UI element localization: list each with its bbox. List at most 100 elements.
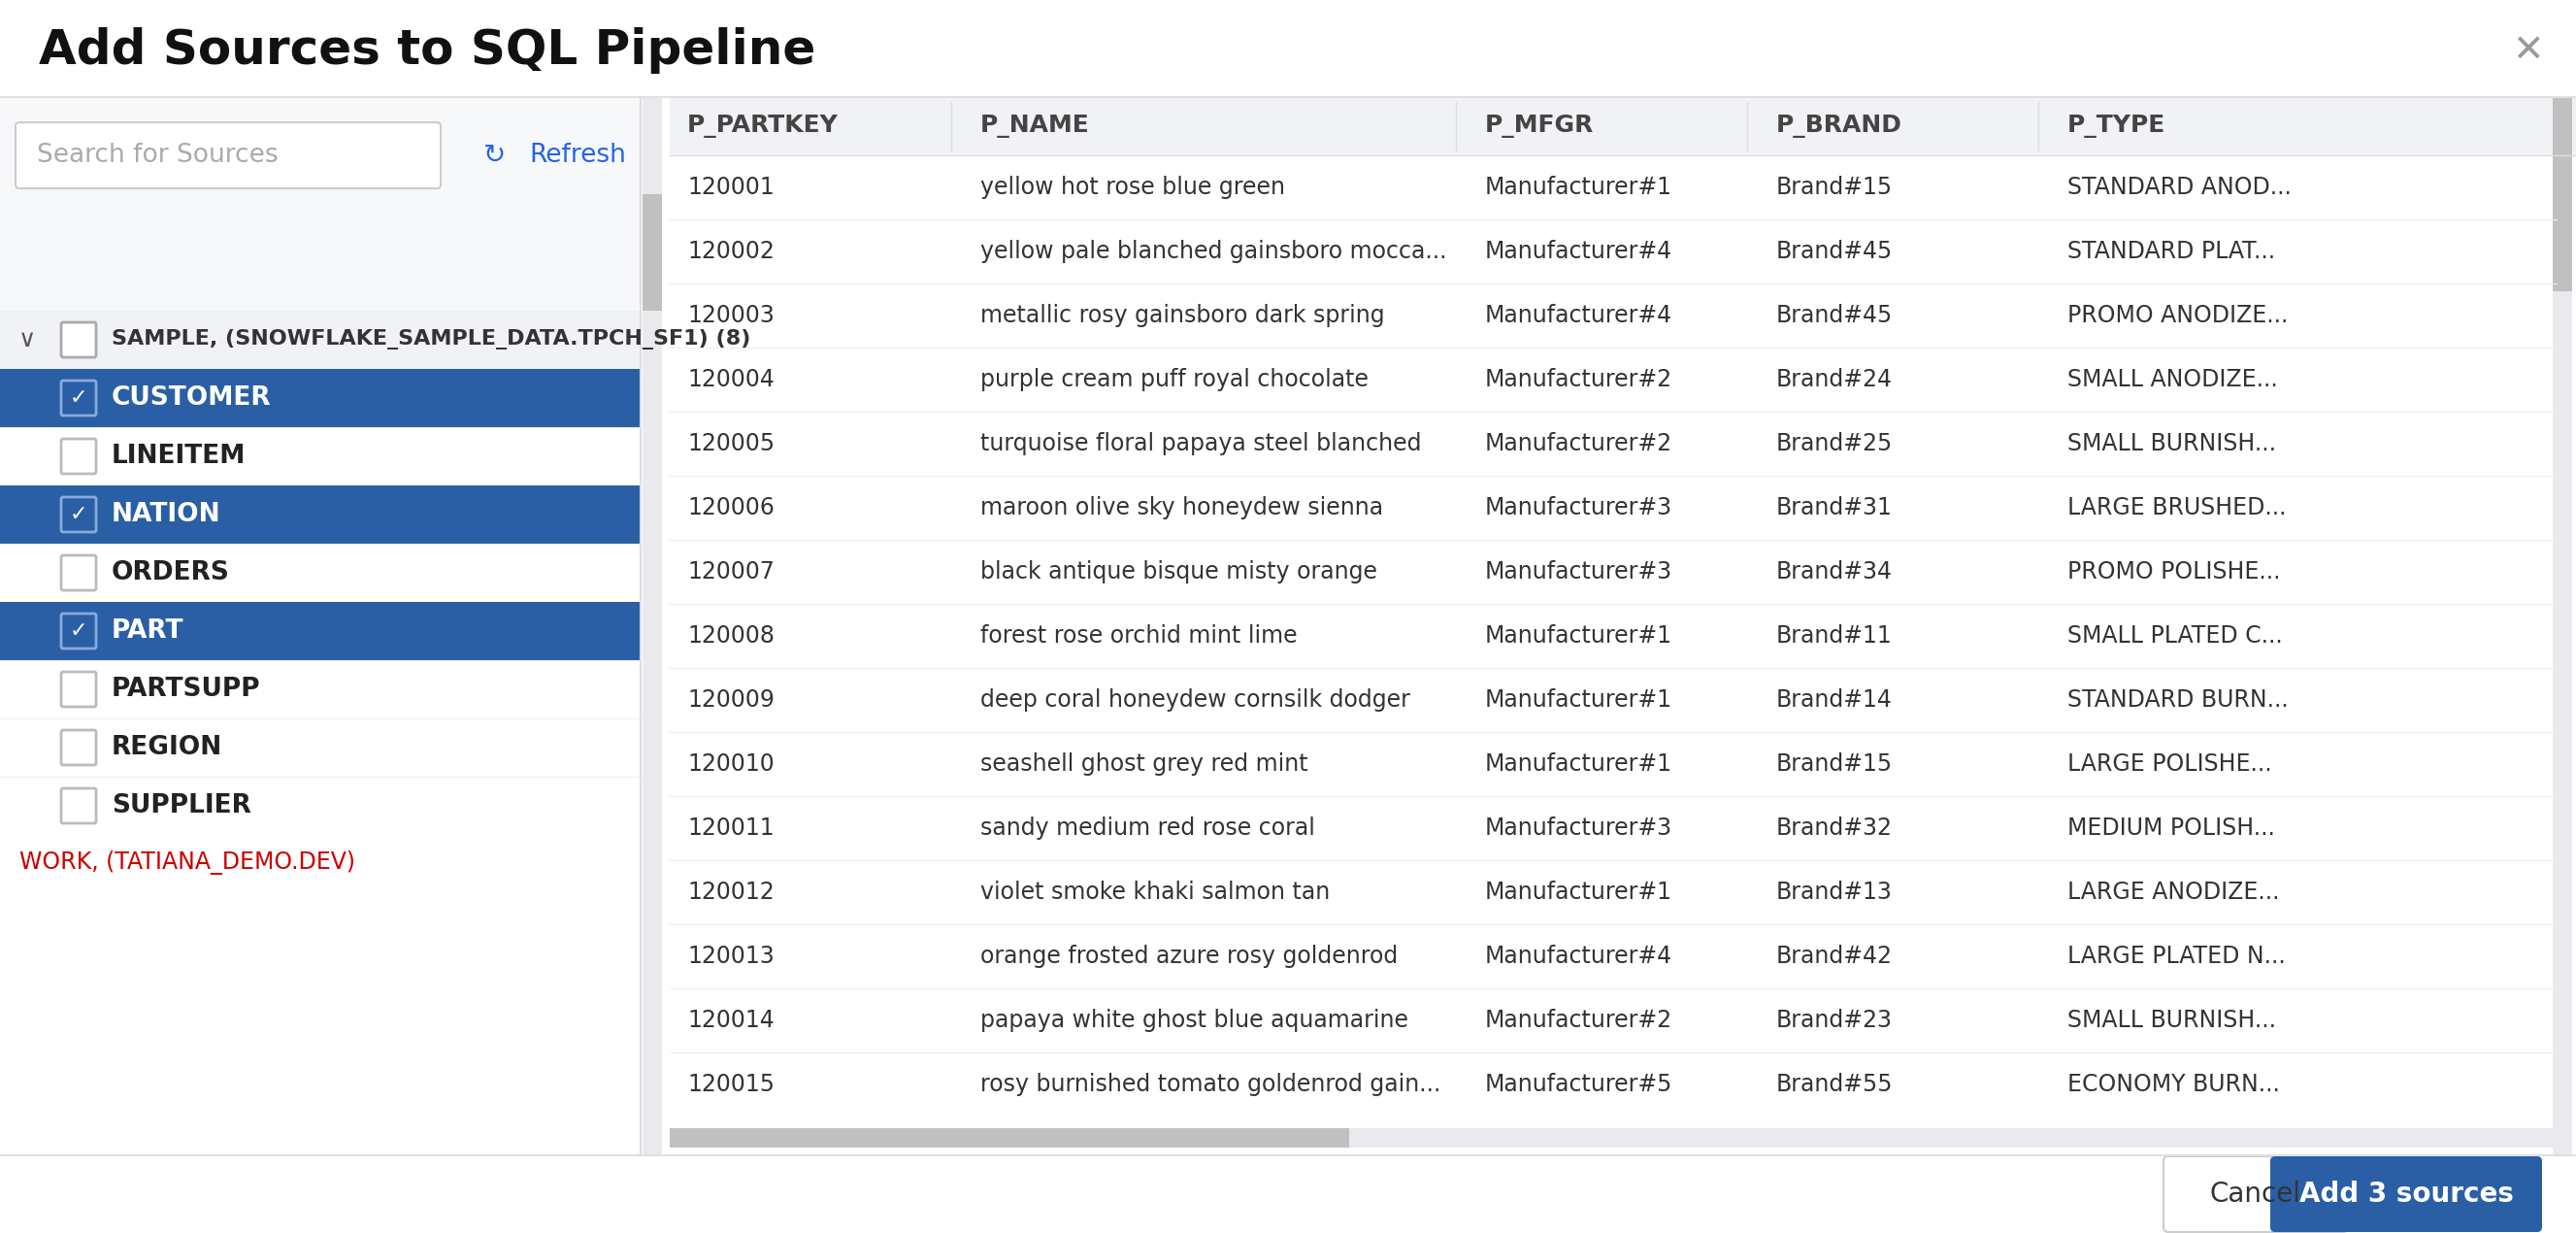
Text: Brand#25: Brand#25 bbox=[1777, 432, 1893, 455]
Text: Manufacturer#1: Manufacturer#1 bbox=[1484, 880, 1672, 904]
Text: STANDARD PLAT...: STANDARD PLAT... bbox=[2069, 239, 2275, 263]
Text: Brand#14: Brand#14 bbox=[1777, 688, 1893, 711]
Bar bbox=[0, 311, 641, 369]
Text: ↻: ↻ bbox=[484, 142, 507, 169]
Text: PART: PART bbox=[111, 619, 183, 644]
FancyBboxPatch shape bbox=[62, 730, 95, 764]
Text: LARGE ANODIZE...: LARGE ANODIZE... bbox=[2069, 880, 2280, 904]
Text: Add 3 sources: Add 3 sources bbox=[2298, 1180, 2514, 1208]
Text: seashell ghost grey red mint: seashell ghost grey red mint bbox=[981, 752, 1309, 776]
Text: turquoise floral papaya steel blanched: turquoise floral papaya steel blanched bbox=[981, 432, 1422, 455]
Text: 120015: 120015 bbox=[688, 1073, 775, 1096]
Text: purple cream puff royal chocolate: purple cream puff royal chocolate bbox=[981, 367, 1368, 391]
Text: yellow hot rose blue green: yellow hot rose blue green bbox=[981, 176, 1285, 199]
Text: black antique bisque misty orange: black antique bisque misty orange bbox=[981, 560, 1378, 583]
Text: CUSTOMER: CUSTOMER bbox=[111, 386, 270, 411]
Text: SMALL PLATED C...: SMALL PLATED C... bbox=[2069, 624, 2282, 647]
Text: ✓: ✓ bbox=[70, 504, 88, 524]
Text: Brand#45: Brand#45 bbox=[1777, 239, 1893, 263]
Text: Manufacturer#4: Manufacturer#4 bbox=[1484, 239, 1672, 263]
Text: P_PARTKEY: P_PARTKEY bbox=[688, 115, 837, 138]
Text: 120009: 120009 bbox=[688, 688, 775, 711]
Text: Manufacturer#3: Manufacturer#3 bbox=[1484, 560, 1672, 583]
FancyBboxPatch shape bbox=[15, 122, 440, 189]
Text: Manufacturer#2: Manufacturer#2 bbox=[1484, 1009, 1672, 1032]
Bar bbox=[641, 97, 662, 1155]
Text: PARTSUPP: PARTSUPP bbox=[111, 677, 260, 702]
FancyBboxPatch shape bbox=[2269, 1157, 2543, 1232]
Text: 120011: 120011 bbox=[688, 816, 775, 840]
Text: orange frosted azure rosy goldenrod: orange frosted azure rosy goldenrod bbox=[981, 944, 1399, 968]
Bar bbox=[0, 486, 641, 544]
Text: Brand#15: Brand#15 bbox=[1777, 176, 1893, 199]
Text: Brand#15: Brand#15 bbox=[1777, 752, 1893, 776]
Text: yellow pale blanched gainsboro mocca...: yellow pale blanched gainsboro mocca... bbox=[981, 239, 1448, 263]
FancyBboxPatch shape bbox=[62, 381, 95, 416]
Text: ECONOMY BURN...: ECONOMY BURN... bbox=[2069, 1073, 2280, 1096]
Text: STANDARD ANOD...: STANDARD ANOD... bbox=[2069, 176, 2293, 199]
Bar bbox=[0, 97, 641, 311]
Text: Manufacturer#4: Manufacturer#4 bbox=[1484, 944, 1672, 968]
Text: Brand#32: Brand#32 bbox=[1777, 816, 1893, 840]
Text: Manufacturer#2: Manufacturer#2 bbox=[1484, 432, 1672, 455]
Text: Manufacturer#2: Manufacturer#2 bbox=[1484, 367, 1672, 391]
Text: sandy medium red rose coral: sandy medium red rose coral bbox=[981, 816, 1316, 840]
Text: forest rose orchid mint lime: forest rose orchid mint lime bbox=[981, 624, 1298, 647]
Text: LARGE POLISHE...: LARGE POLISHE... bbox=[2069, 752, 2272, 776]
Text: Add Sources to SQL Pipeline: Add Sources to SQL Pipeline bbox=[39, 27, 817, 74]
Text: Manufacturer#3: Manufacturer#3 bbox=[1484, 816, 1672, 840]
Text: Brand#11: Brand#11 bbox=[1777, 624, 1893, 647]
Text: 120008: 120008 bbox=[688, 624, 775, 647]
Bar bbox=[670, 1128, 1350, 1148]
Bar bbox=[670, 1128, 2553, 1148]
Text: 120007: 120007 bbox=[688, 560, 775, 583]
FancyBboxPatch shape bbox=[62, 788, 95, 824]
FancyBboxPatch shape bbox=[62, 497, 95, 531]
FancyBboxPatch shape bbox=[62, 322, 95, 358]
Text: P_NAME: P_NAME bbox=[981, 115, 1090, 138]
Text: Manufacturer#1: Manufacturer#1 bbox=[1484, 688, 1672, 711]
Text: deep coral honeydew cornsilk dodger: deep coral honeydew cornsilk dodger bbox=[981, 688, 1409, 711]
Text: WORK, (TATIANA_DEMO.DEV): WORK, (TATIANA_DEMO.DEV) bbox=[21, 851, 355, 874]
Bar bbox=[641, 194, 662, 311]
Text: 120001: 120001 bbox=[688, 176, 775, 199]
Text: Search for Sources: Search for Sources bbox=[36, 143, 278, 168]
Text: P_TYPE: P_TYPE bbox=[2069, 115, 2166, 138]
Text: Manufacturer#1: Manufacturer#1 bbox=[1484, 752, 1672, 776]
Text: metallic rosy gainsboro dark spring: metallic rosy gainsboro dark spring bbox=[981, 303, 1386, 327]
Text: Brand#24: Brand#24 bbox=[1777, 367, 1893, 391]
Text: ✕: ✕ bbox=[2512, 32, 2543, 69]
Text: violet smoke khaki salmon tan: violet smoke khaki salmon tan bbox=[981, 880, 1329, 904]
Bar bbox=[2553, 97, 2571, 291]
Text: Cancel: Cancel bbox=[2210, 1180, 2300, 1208]
Text: Manufacturer#1: Manufacturer#1 bbox=[1484, 624, 1672, 647]
Text: LARGE PLATED N...: LARGE PLATED N... bbox=[2069, 944, 2285, 968]
Text: Manufacturer#4: Manufacturer#4 bbox=[1484, 303, 1672, 327]
Text: ORDERS: ORDERS bbox=[111, 560, 229, 586]
Text: Manufacturer#1: Manufacturer#1 bbox=[1484, 176, 1672, 199]
Text: PROMO POLISHE...: PROMO POLISHE... bbox=[2069, 560, 2280, 583]
Text: 120012: 120012 bbox=[688, 880, 775, 904]
Text: Brand#34: Brand#34 bbox=[1777, 560, 1893, 583]
Text: P_BRAND: P_BRAND bbox=[1777, 115, 1901, 138]
Bar bbox=[670, 97, 2576, 155]
Text: SAMPLE, (SNOWFLAKE_SAMPLE_DATA.TPCH_SF1) (8): SAMPLE, (SNOWFLAKE_SAMPLE_DATA.TPCH_SF1)… bbox=[111, 329, 750, 350]
Text: Brand#31: Brand#31 bbox=[1777, 496, 1893, 519]
FancyBboxPatch shape bbox=[62, 439, 95, 473]
Text: maroon olive sky honeydew sienna: maroon olive sky honeydew sienna bbox=[981, 496, 1383, 519]
Text: ∨: ∨ bbox=[18, 328, 36, 351]
Text: 120004: 120004 bbox=[688, 367, 775, 391]
Text: MEDIUM POLISH...: MEDIUM POLISH... bbox=[2069, 816, 2275, 840]
Text: SMALL ANODIZE...: SMALL ANODIZE... bbox=[2069, 367, 2277, 391]
Bar bbox=[0, 602, 641, 660]
Text: LARGE BRUSHED...: LARGE BRUSHED... bbox=[2069, 496, 2287, 519]
Text: Brand#42: Brand#42 bbox=[1777, 944, 1893, 968]
Text: rosy burnished tomato goldenrod gain...: rosy burnished tomato goldenrod gain... bbox=[981, 1073, 1440, 1096]
Text: 120014: 120014 bbox=[688, 1009, 775, 1032]
FancyBboxPatch shape bbox=[2164, 1157, 2347, 1232]
FancyBboxPatch shape bbox=[62, 614, 95, 649]
Text: ✓: ✓ bbox=[70, 621, 88, 641]
Text: Brand#55: Brand#55 bbox=[1777, 1073, 1893, 1096]
Text: P_MFGR: P_MFGR bbox=[1484, 115, 1595, 138]
Text: STANDARD BURN...: STANDARD BURN... bbox=[2069, 688, 2287, 711]
